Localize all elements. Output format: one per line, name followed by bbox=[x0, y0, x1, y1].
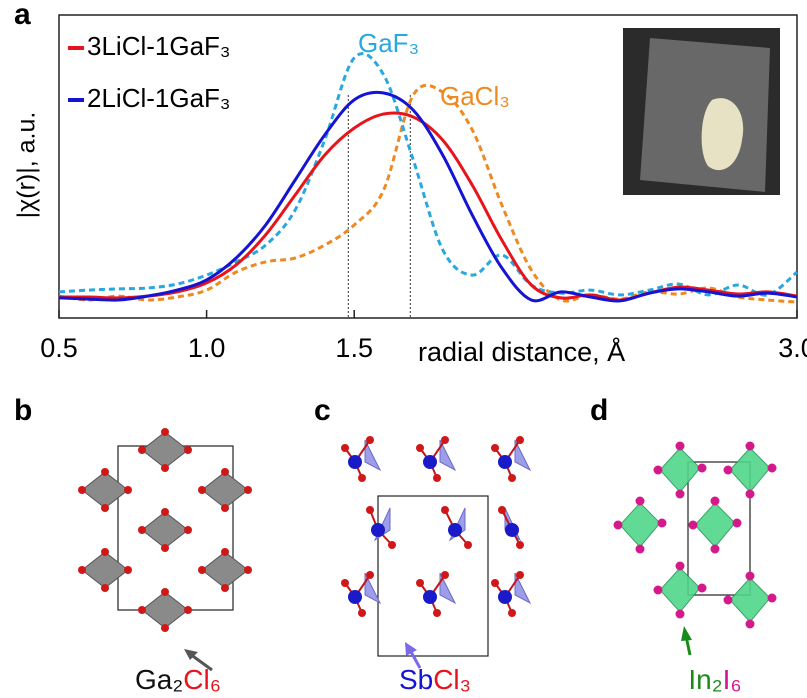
panel-label: a bbox=[14, 0, 31, 31]
figure: a |χ(r)|, a.u. radial distance, Å bbox=[0, 0, 807, 698]
caption: Ga₂Cl₆ bbox=[135, 664, 221, 695]
caption: SbCl₃ bbox=[399, 664, 471, 695]
x-axis-label: radial distance, Å bbox=[418, 336, 625, 367]
caption-part: In₂ bbox=[688, 664, 722, 695]
caption-part: I₆ bbox=[723, 664, 742, 695]
panel-label: d bbox=[590, 394, 608, 427]
y-axis-label: |χ(r)|, a.u. bbox=[13, 112, 41, 219]
caption-part: Ga₂ bbox=[135, 664, 183, 695]
panel-label: b bbox=[14, 394, 32, 427]
inset-photo bbox=[623, 28, 780, 195]
x-tick-label: 1.5 bbox=[335, 333, 373, 363]
caption-part: Cl₃ bbox=[433, 664, 471, 695]
structure-c bbox=[341, 436, 530, 668]
caption-part: Cl₆ bbox=[183, 664, 221, 695]
legend-label: 2LiCl-1GaF₃ bbox=[87, 83, 231, 113]
panel-label: c bbox=[314, 394, 331, 427]
annotation: GaCl₃ bbox=[440, 81, 510, 111]
structure-d bbox=[614, 442, 777, 656]
annotation: GaF₃ bbox=[358, 28, 419, 58]
x-tick-label: 1.0 bbox=[188, 333, 226, 363]
caption: In₂I₆ bbox=[688, 664, 741, 695]
legend-label: 3LiCl-1GaF₃ bbox=[87, 31, 231, 61]
x-tick-label: 0.5 bbox=[40, 333, 78, 363]
x-tick-label: 3.0 bbox=[778, 333, 807, 363]
caption-part: Sb bbox=[399, 664, 433, 695]
structure-b bbox=[78, 428, 252, 670]
